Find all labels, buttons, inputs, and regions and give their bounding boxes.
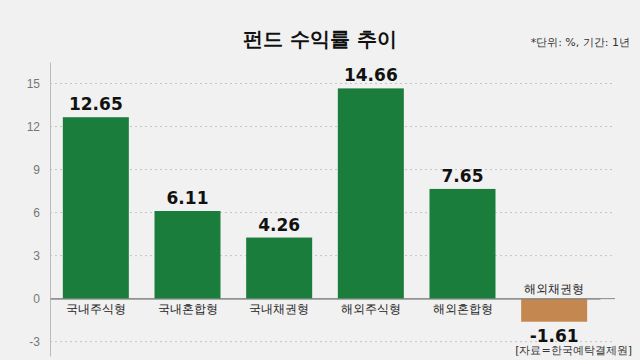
grid-line <box>50 169 615 170</box>
bar <box>246 238 312 299</box>
y-tick-label: 12 <box>27 120 41 134</box>
y-tick: -3 <box>29 335 50 349</box>
subtitle: *단위: %, 기간: 1년 <box>531 36 630 49</box>
bar <box>155 211 221 299</box>
y-tick: 6 <box>33 206 50 220</box>
x-tick-label: 국내혼합형 <box>158 302 218 316</box>
x-tick-label: 국내주식형 <box>66 302 126 316</box>
data-label: 6.11 <box>167 188 209 208</box>
x-tick: 해외주식형 <box>341 299 401 317</box>
x-tick-label: 해외주식형 <box>341 302 401 316</box>
bar <box>63 117 129 298</box>
grid-line <box>50 212 615 213</box>
y-tick-label: 6 <box>33 206 40 220</box>
x-tick: 해외혼합형 <box>433 299 493 317</box>
chart: -3 0 3 6 9 12 15 국내주식형 국내혼합형 국내채권형 해외주식형 해외혼합형 해외채권형… <box>0 0 640 360</box>
y-tick: 15 <box>27 77 50 91</box>
data-label: 4.26 <box>258 215 300 235</box>
y-tick-label: 0 <box>33 292 40 306</box>
x-tick-label: 해외혼합형 <box>433 302 493 316</box>
y-tick-label: 9 <box>33 163 40 177</box>
bar <box>338 88 404 298</box>
data-label: 12.65 <box>69 94 123 114</box>
data-label: -1.61 <box>530 326 579 346</box>
bars <box>63 88 587 321</box>
grid-line <box>50 83 615 84</box>
y-tick: 9 <box>33 163 50 177</box>
grid-line <box>50 126 615 127</box>
x-axis: 국내주식형 국내혼합형 국내채권형 해외주식형 해외혼합형 해외채권형 <box>51 282 601 317</box>
y-tick-label: -3 <box>29 335 40 349</box>
bar <box>521 299 587 322</box>
y-tick: 12 <box>27 120 50 134</box>
grid-line <box>50 298 615 299</box>
x-tick: 해외채권형 <box>524 282 584 299</box>
data-label: 14.66 <box>344 65 398 85</box>
y-axis-line <box>50 63 51 357</box>
y-axis: -3 0 3 6 9 12 15 <box>27 63 51 357</box>
x-tick: 국내혼합형 <box>158 299 218 317</box>
title: 펀드 수익률 추이 <box>243 27 397 51</box>
grid-line <box>50 255 615 256</box>
y-tick: 0 <box>33 292 50 306</box>
y-tick-label: 3 <box>33 249 40 263</box>
background <box>0 0 640 360</box>
x-axis-line <box>51 299 601 300</box>
grid <box>50 84 615 342</box>
data-labels: 12.65 6.11 4.26 14.66 7.65 -1.61 <box>69 65 579 345</box>
x-tick: 국내채권형 <box>249 299 309 317</box>
y-tick-label: 15 <box>27 77 41 91</box>
x-tick-label: 해외채권형 <box>524 282 584 296</box>
source-note: [자료=한국예탁결제원] <box>515 344 632 357</box>
bar <box>430 189 496 299</box>
data-label: 7.65 <box>442 166 484 186</box>
x-tick-label: 국내채권형 <box>249 302 309 316</box>
x-tick: 국내주식형 <box>66 299 126 317</box>
y-tick: 3 <box>33 249 50 263</box>
